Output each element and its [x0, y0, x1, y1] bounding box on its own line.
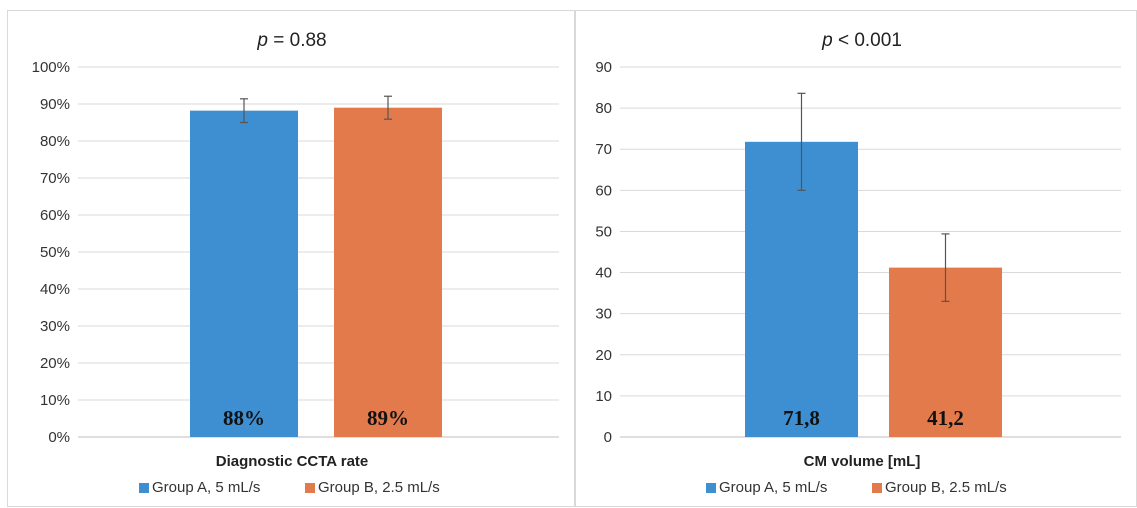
y-tick-label: 90%: [40, 96, 70, 113]
y-tick-label: 10%: [40, 392, 70, 409]
chart-left: 0% 10% 20% 30% 40% 50% 60% 70% 80% 90% 100% p = 0.8…: [32, 30, 559, 496]
x-axis-label: Diagnostic CCTA rate: [216, 453, 369, 470]
y-tick-label: 0%: [48, 429, 70, 446]
legend-swatch: [706, 483, 716, 493]
bar-group-a: [190, 110, 298, 437]
y-tick-label: 90: [595, 59, 612, 76]
y-tick-label: 40: [595, 265, 612, 282]
bar-group-a: [745, 141, 858, 438]
y-tick-label: 80: [595, 100, 612, 117]
chart-title-p: p: [256, 30, 268, 51]
y-tick-label: 60%: [40, 207, 70, 224]
y-tick-label: 70%: [40, 170, 70, 187]
y-tick-label: 20%: [40, 355, 70, 372]
y-tick-label: 0: [604, 429, 612, 446]
chart-title-value: < 0.001: [833, 30, 902, 51]
chart-right: 0 10 20 30 40 50 60 70 80 90 p < 0.001 71,8 41,2 CM v…: [595, 30, 1121, 496]
y-tick-label: 60: [595, 182, 612, 199]
legend-entry: Group B, 2.5 mL/s: [885, 479, 1007, 496]
data-label: 89%: [367, 406, 409, 430]
legend-swatch: [139, 483, 149, 493]
y-tick-label: 70: [595, 141, 612, 158]
legend-swatch: [872, 483, 882, 493]
data-label: 88%: [223, 406, 265, 430]
legend-entry: Group B, 2.5 mL/s: [318, 479, 440, 496]
data-label: 71,8: [783, 406, 820, 430]
y-tick-label: 80%: [40, 133, 70, 150]
chart-panel-left: 0% 10% 20% 30% 40% 50% 60% 70% 80% 90% 100% p = 0.8…: [7, 10, 575, 507]
y-tick-label: 100%: [32, 59, 70, 76]
y-tick-label: 20: [595, 347, 612, 364]
chart-title: p = 0.88: [256, 30, 326, 51]
legend-swatch: [305, 483, 315, 493]
y-tick-label: 50%: [40, 244, 70, 261]
legend-entry: Group A, 5 mL/s: [719, 479, 827, 496]
y-tick-label: 10: [595, 388, 612, 405]
legend-entry: Group A, 5 mL/s: [152, 479, 260, 496]
chart-title-value: = 0.88: [268, 30, 327, 51]
x-axis-label: CM volume [mL]: [804, 453, 921, 470]
chart-panel-right: 0 10 20 30 40 50 60 70 80 90 p < 0.001 71,8 41,2 CM v…: [575, 10, 1137, 507]
data-label: 41,2: [927, 406, 964, 430]
chart-title: p < 0.001: [821, 30, 902, 51]
y-tick-label: 40%: [40, 281, 70, 298]
bar-group-b: [334, 107, 442, 437]
y-tick-label: 30: [595, 306, 612, 323]
y-tick-label: 30%: [40, 318, 70, 335]
y-tick-label: 50: [595, 223, 612, 240]
chart-title-p: p: [821, 30, 833, 51]
